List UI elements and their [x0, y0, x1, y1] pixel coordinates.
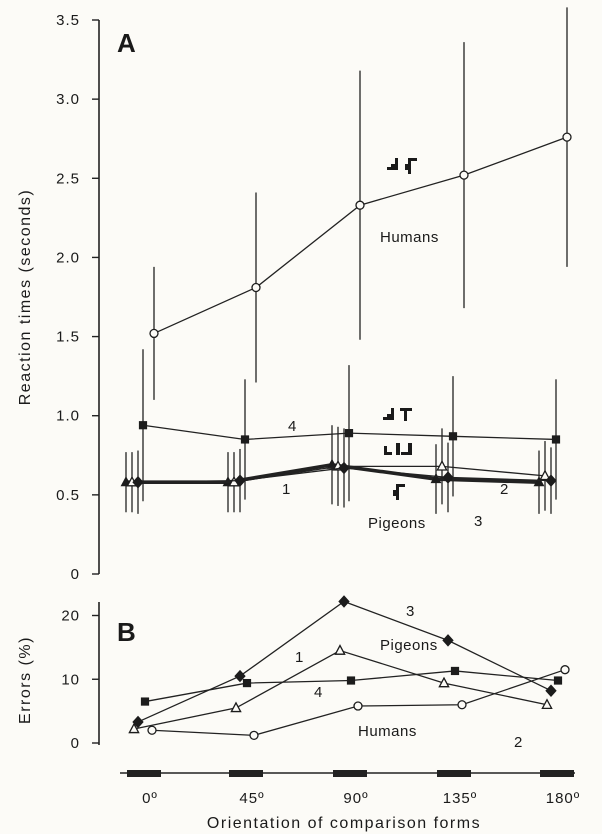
panel-b-label: B — [117, 617, 136, 647]
x-axis-tick — [437, 770, 471, 777]
x-axis-label: Orientation of comparison forms — [207, 815, 481, 832]
panel-b-point — [234, 669, 246, 683]
panel-b-point — [140, 697, 150, 706]
x-axis-tick — [127, 770, 161, 777]
panel-b-plot: 1 4 2 3 Pigeons Humans — [128, 595, 570, 751]
panel-a-point — [533, 476, 545, 487]
panel-a: 0 0.5 1.0 1.5 2.0 2.5 3.0 3.5 A Reaction times … — [17, 7, 572, 583]
panel-b-point — [457, 700, 467, 710]
panel-b-y-tick-label: 20 — [61, 608, 80, 625]
panel-a-point — [436, 459, 448, 471]
panel-a-point — [138, 421, 148, 430]
panel-b-y-tick-label: 10 — [61, 671, 80, 688]
panel-b-point — [545, 684, 557, 697]
panel-a-y-tick-label: 2.0 — [56, 249, 80, 266]
x-axis-tick-label: 135º — [443, 790, 478, 807]
x-axis-tick-label: 45º — [239, 790, 264, 807]
panel-a-y-tick-label: 2.5 — [56, 170, 80, 187]
panel-b-series-label: 1 — [295, 649, 304, 666]
panel-b-series-label: 3 — [406, 603, 415, 620]
panel-a-y-tick-label: 3.0 — [56, 91, 80, 108]
panel-a-humans-annotation: Humans — [380, 229, 439, 246]
panel-b-y-ticks: 0 10 20 — [61, 608, 99, 752]
panel-b-point — [346, 676, 356, 685]
panel-a-point — [551, 435, 561, 444]
panel-a-series-label: 2 — [500, 481, 509, 498]
panel-a-point — [459, 170, 469, 180]
panel-a-point — [355, 200, 365, 210]
panel-a-point — [344, 429, 354, 438]
panel-a-point — [539, 469, 551, 481]
panel-a-series-label: 4 — [288, 418, 297, 435]
x-axis-tick — [540, 770, 574, 777]
panel-a-y-tick-label: 0 — [71, 566, 80, 583]
x-axis-tick — [333, 770, 367, 777]
panel-a-point — [545, 474, 557, 487]
panel-a-point — [132, 475, 144, 489]
form-glyphs-humans — [387, 158, 417, 174]
x-axis-tick-label: 180º — [546, 790, 581, 807]
panel-b-point — [230, 701, 242, 713]
panel-b-point — [541, 698, 553, 709]
panel-b-series-label: 2 — [514, 734, 523, 751]
panel-b-point — [338, 595, 350, 608]
panel-b-series-line — [144, 670, 559, 703]
panel-b-y-label: Errors (%) — [17, 636, 34, 724]
panel-b-humans-annotation: Humans — [358, 723, 417, 740]
panel-b-point — [353, 701, 363, 711]
panel-b-series-line — [137, 600, 552, 723]
panel-a-y-ticks: 0 0.5 1.0 1.5 2.0 2.5 3.0 3.5 — [56, 12, 99, 583]
panel-a-label: A — [117, 28, 136, 58]
panel-b-point — [560, 665, 570, 675]
panel-b-point — [242, 678, 252, 688]
panel-a-point — [240, 435, 250, 444]
panel-a-series-label: 3 — [474, 513, 483, 530]
panel-a-y-tick-label: 0.5 — [56, 487, 80, 504]
x-axis-ticks: 0º 45º 90º 135º 180º — [127, 770, 581, 807]
panel-a-point — [442, 471, 454, 484]
panel-a-point — [430, 472, 442, 484]
panel-a-point — [234, 474, 246, 487]
panel-b-point — [442, 634, 454, 647]
x-axis: 0º 45º 90º 135º 180º Orientation of comparis… — [120, 770, 581, 832]
panel-b-pigeons-annotation: Pigeons — [380, 637, 438, 654]
panel-b: 0 10 20 B Errors (%) 1 4 2 3 Pigeons Humans — [17, 595, 570, 752]
panel-b-point — [147, 725, 157, 735]
panel-b-point — [450, 666, 460, 676]
panel-a-point — [149, 328, 159, 339]
form-glyphs-pigeons — [383, 408, 412, 500]
panel-b-point — [128, 722, 140, 734]
panel-b-y-tick-label: 0 — [71, 735, 80, 752]
panel-a-series-label: 1 — [282, 481, 291, 498]
panel-a-point — [326, 458, 338, 469]
panel-b-series-line — [133, 649, 548, 730]
panel-b-series-label: 4 — [314, 684, 323, 701]
panel-b-point — [249, 730, 259, 740]
panel-a-y-tick-label: 1.5 — [56, 329, 80, 346]
panel-b-point — [334, 644, 346, 655]
panel-a-y-label: Reaction times (seconds) — [17, 189, 34, 406]
panel-b-point — [132, 715, 144, 729]
panel-a-point — [338, 461, 350, 475]
panel-a-y-tick-label: 1.0 — [56, 408, 80, 425]
panel-a-y-tick-label: 3.5 — [56, 12, 80, 29]
panel-a-plot: 4 1 23 Humans Pigeons — [120, 7, 572, 532]
panel-a-point — [562, 132, 572, 142]
x-axis-tick — [229, 770, 263, 777]
panel-b-point — [438, 676, 450, 688]
panel-a-point — [251, 282, 261, 293]
x-axis-tick-label: 0º — [142, 790, 158, 807]
panel-a-pigeons-annotation: Pigeons — [368, 515, 426, 532]
panel-b-point — [553, 676, 563, 685]
panel-a-point — [448, 432, 458, 441]
x-axis-tick-label: 90º — [343, 790, 368, 807]
